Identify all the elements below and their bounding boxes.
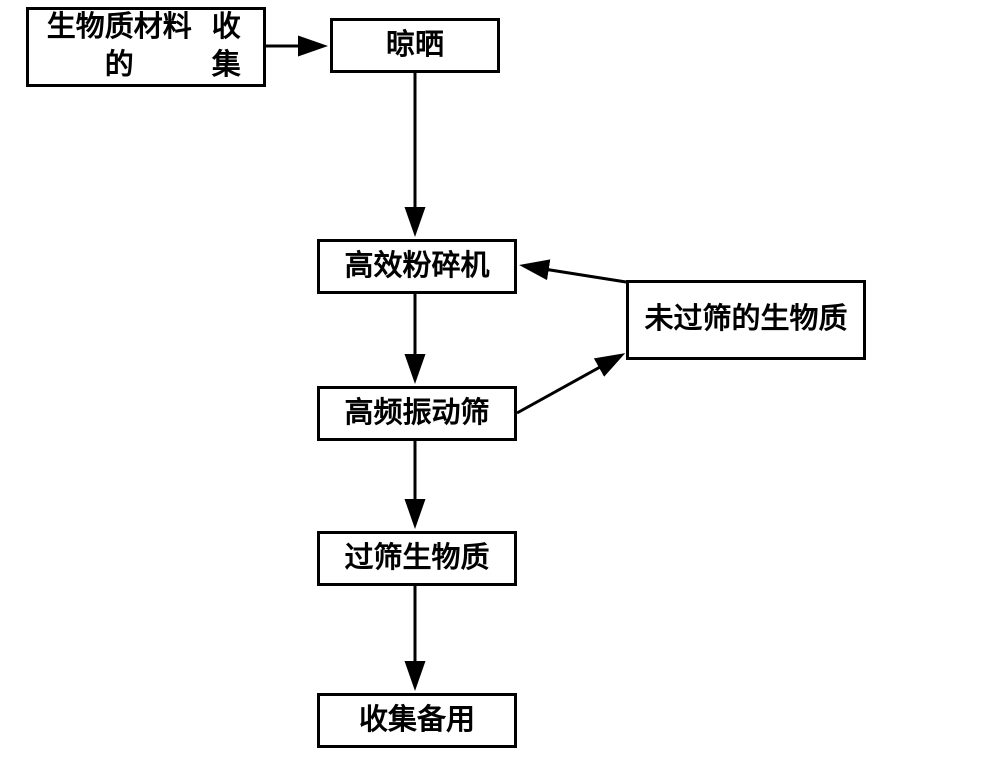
- node-dry: 晾晒: [330, 18, 500, 73]
- node-sieved-line-0: 过筛生物质: [344, 540, 489, 578]
- node-store-line-0: 收集备用: [359, 702, 475, 740]
- node-sieve-line-0: 高频振动筛: [344, 395, 489, 433]
- node-collect: 生物质材料的收集: [26, 7, 266, 87]
- node-sieved: 过筛生物质: [317, 531, 517, 586]
- edge-sieve-to-unsieved: [517, 356, 620, 413]
- node-crusher-line-0: 高效粉碎机: [344, 248, 489, 286]
- node-collect-line-0: 生物质材料的: [39, 9, 200, 84]
- edge-unsieved-to-crusher: [525, 266, 626, 282]
- flowchart-container: 生物质材料的收集 晾晒高效粉碎机高频振动筛 未过筛的生物质过筛生物质收集备用: [0, 0, 1000, 772]
- node-sieve: 高频振动筛: [317, 386, 517, 441]
- node-dry-line-0: 晾晒: [386, 27, 444, 65]
- node-collect-line-1: 收集: [200, 9, 254, 84]
- node-unsieved-line-0: 未过筛的: [644, 301, 760, 339]
- node-store: 收集备用: [317, 693, 517, 748]
- node-unsieved: 未过筛的生物质: [626, 280, 866, 360]
- node-unsieved-line-1: 生物质: [761, 301, 848, 339]
- node-crusher: 高效粉碎机: [317, 239, 517, 294]
